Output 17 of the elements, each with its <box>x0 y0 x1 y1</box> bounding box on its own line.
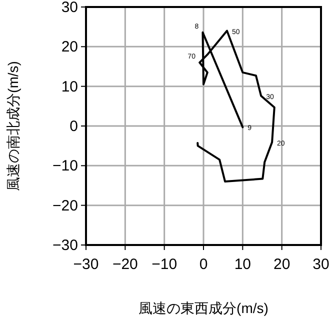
x-tick-label: 20 <box>273 256 290 273</box>
x-tick-label: −20 <box>112 256 138 273</box>
y-tick-label: 30 <box>61 0 78 16</box>
line-series <box>196 30 276 183</box>
x-tick-label: 10 <box>234 256 252 273</box>
y-axis-title: 風速の南北成分(m/s) <box>5 61 21 191</box>
y-tick-label: −20 <box>52 197 78 214</box>
x-tick-label: −10 <box>152 256 178 273</box>
x-axis-title: 風速の東西成分(m/s) <box>138 300 268 316</box>
y-tick-label: 0 <box>70 118 78 135</box>
x-tick-label: 30 <box>312 256 330 273</box>
y-tick-label: 20 <box>61 38 78 56</box>
y-tick-label: −10 <box>52 158 78 175</box>
y-tick-label: −30 <box>52 237 78 254</box>
x-tick-label: −30 <box>73 256 99 273</box>
x-tick-label: 0 <box>199 256 208 273</box>
y-tick-label: 10 <box>61 78 78 96</box>
